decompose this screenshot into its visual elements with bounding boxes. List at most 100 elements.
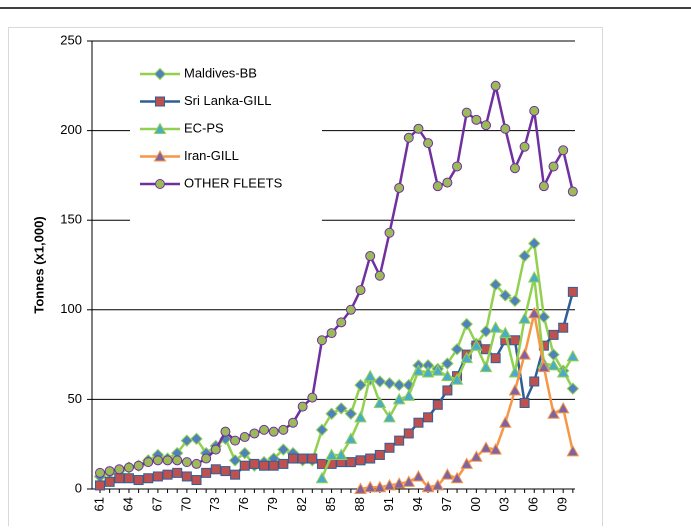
marker [431,364,445,376]
marker [413,417,424,428]
marker [297,401,308,412]
marker [143,473,154,484]
marker [191,475,202,486]
x-tick-label: 82 [294,497,309,511]
x-tick-label: 91 [381,497,396,511]
marker [500,123,511,134]
legend-label: EC-PS [184,120,224,135]
marker [345,457,356,468]
marker [489,278,502,291]
marker [489,443,502,455]
marker [363,369,377,382]
marker [548,161,559,172]
marker [172,455,183,466]
marker [452,161,463,172]
marker [220,426,231,437]
marker [442,385,453,396]
marker [403,132,414,143]
x-tick-label: 94 [410,497,425,511]
marker [547,407,560,419]
x-tick-label: 73 [207,497,222,511]
marker [481,120,491,131]
x-tick-label: 61 [91,497,106,511]
marker [383,478,396,491]
marker [334,448,348,460]
marker [239,460,250,471]
marker [392,378,406,392]
marker [307,392,318,403]
marker [95,480,105,491]
x-tick-label: 00 [468,497,483,511]
marker [345,304,356,315]
marker [143,457,154,468]
marker [509,335,520,346]
legend-label: Sri Lanka-GILL [184,93,271,108]
marker [450,343,464,356]
marker [423,412,434,423]
marker [527,271,541,283]
marker [392,477,406,489]
marker [190,432,203,446]
marker [373,396,387,408]
marker [490,353,501,364]
marker [442,177,453,188]
marker [259,460,270,471]
marker [104,466,115,477]
marker [402,389,416,401]
marker [479,360,493,373]
marker [450,373,464,385]
marker [344,432,358,444]
marker [509,163,520,174]
marker [259,424,270,435]
marker [365,251,376,262]
marker [239,432,250,443]
marker [537,360,551,373]
y-axis-title: Tonnes (x1,000) [31,216,46,313]
marker [423,138,434,149]
marker [344,407,358,420]
y-tick-label: 150 [60,212,82,227]
marker [566,349,580,362]
marker [288,417,298,428]
marker [152,471,163,482]
marker [336,317,347,328]
marker [355,455,366,466]
marker [210,464,221,475]
marker [316,458,327,469]
marker [297,453,308,464]
legend-label: OTHER FLEETS [184,175,283,190]
marker [403,428,414,439]
marker [201,467,212,478]
marker [421,480,435,493]
marker [394,435,405,446]
marker [355,285,366,296]
marker [172,467,183,478]
marker [230,435,241,446]
marker [153,149,167,162]
marker [191,458,202,469]
marker [460,457,474,469]
marker [238,446,251,460]
marker [384,227,395,238]
marker [558,322,569,333]
marker [450,471,464,484]
marker [519,141,530,152]
marker [316,335,327,346]
x-tick-label: 79 [265,497,280,511]
x-tick-label: 06 [526,497,541,511]
marker [201,453,212,464]
marker [528,237,541,250]
marker [394,182,405,193]
marker [326,328,337,339]
marker [249,458,260,469]
marker [228,454,242,467]
marker [470,450,483,462]
marker [268,460,279,471]
marker [432,181,443,192]
marker [567,186,578,197]
marker [278,458,289,469]
marker [556,401,570,414]
marker [470,339,483,351]
